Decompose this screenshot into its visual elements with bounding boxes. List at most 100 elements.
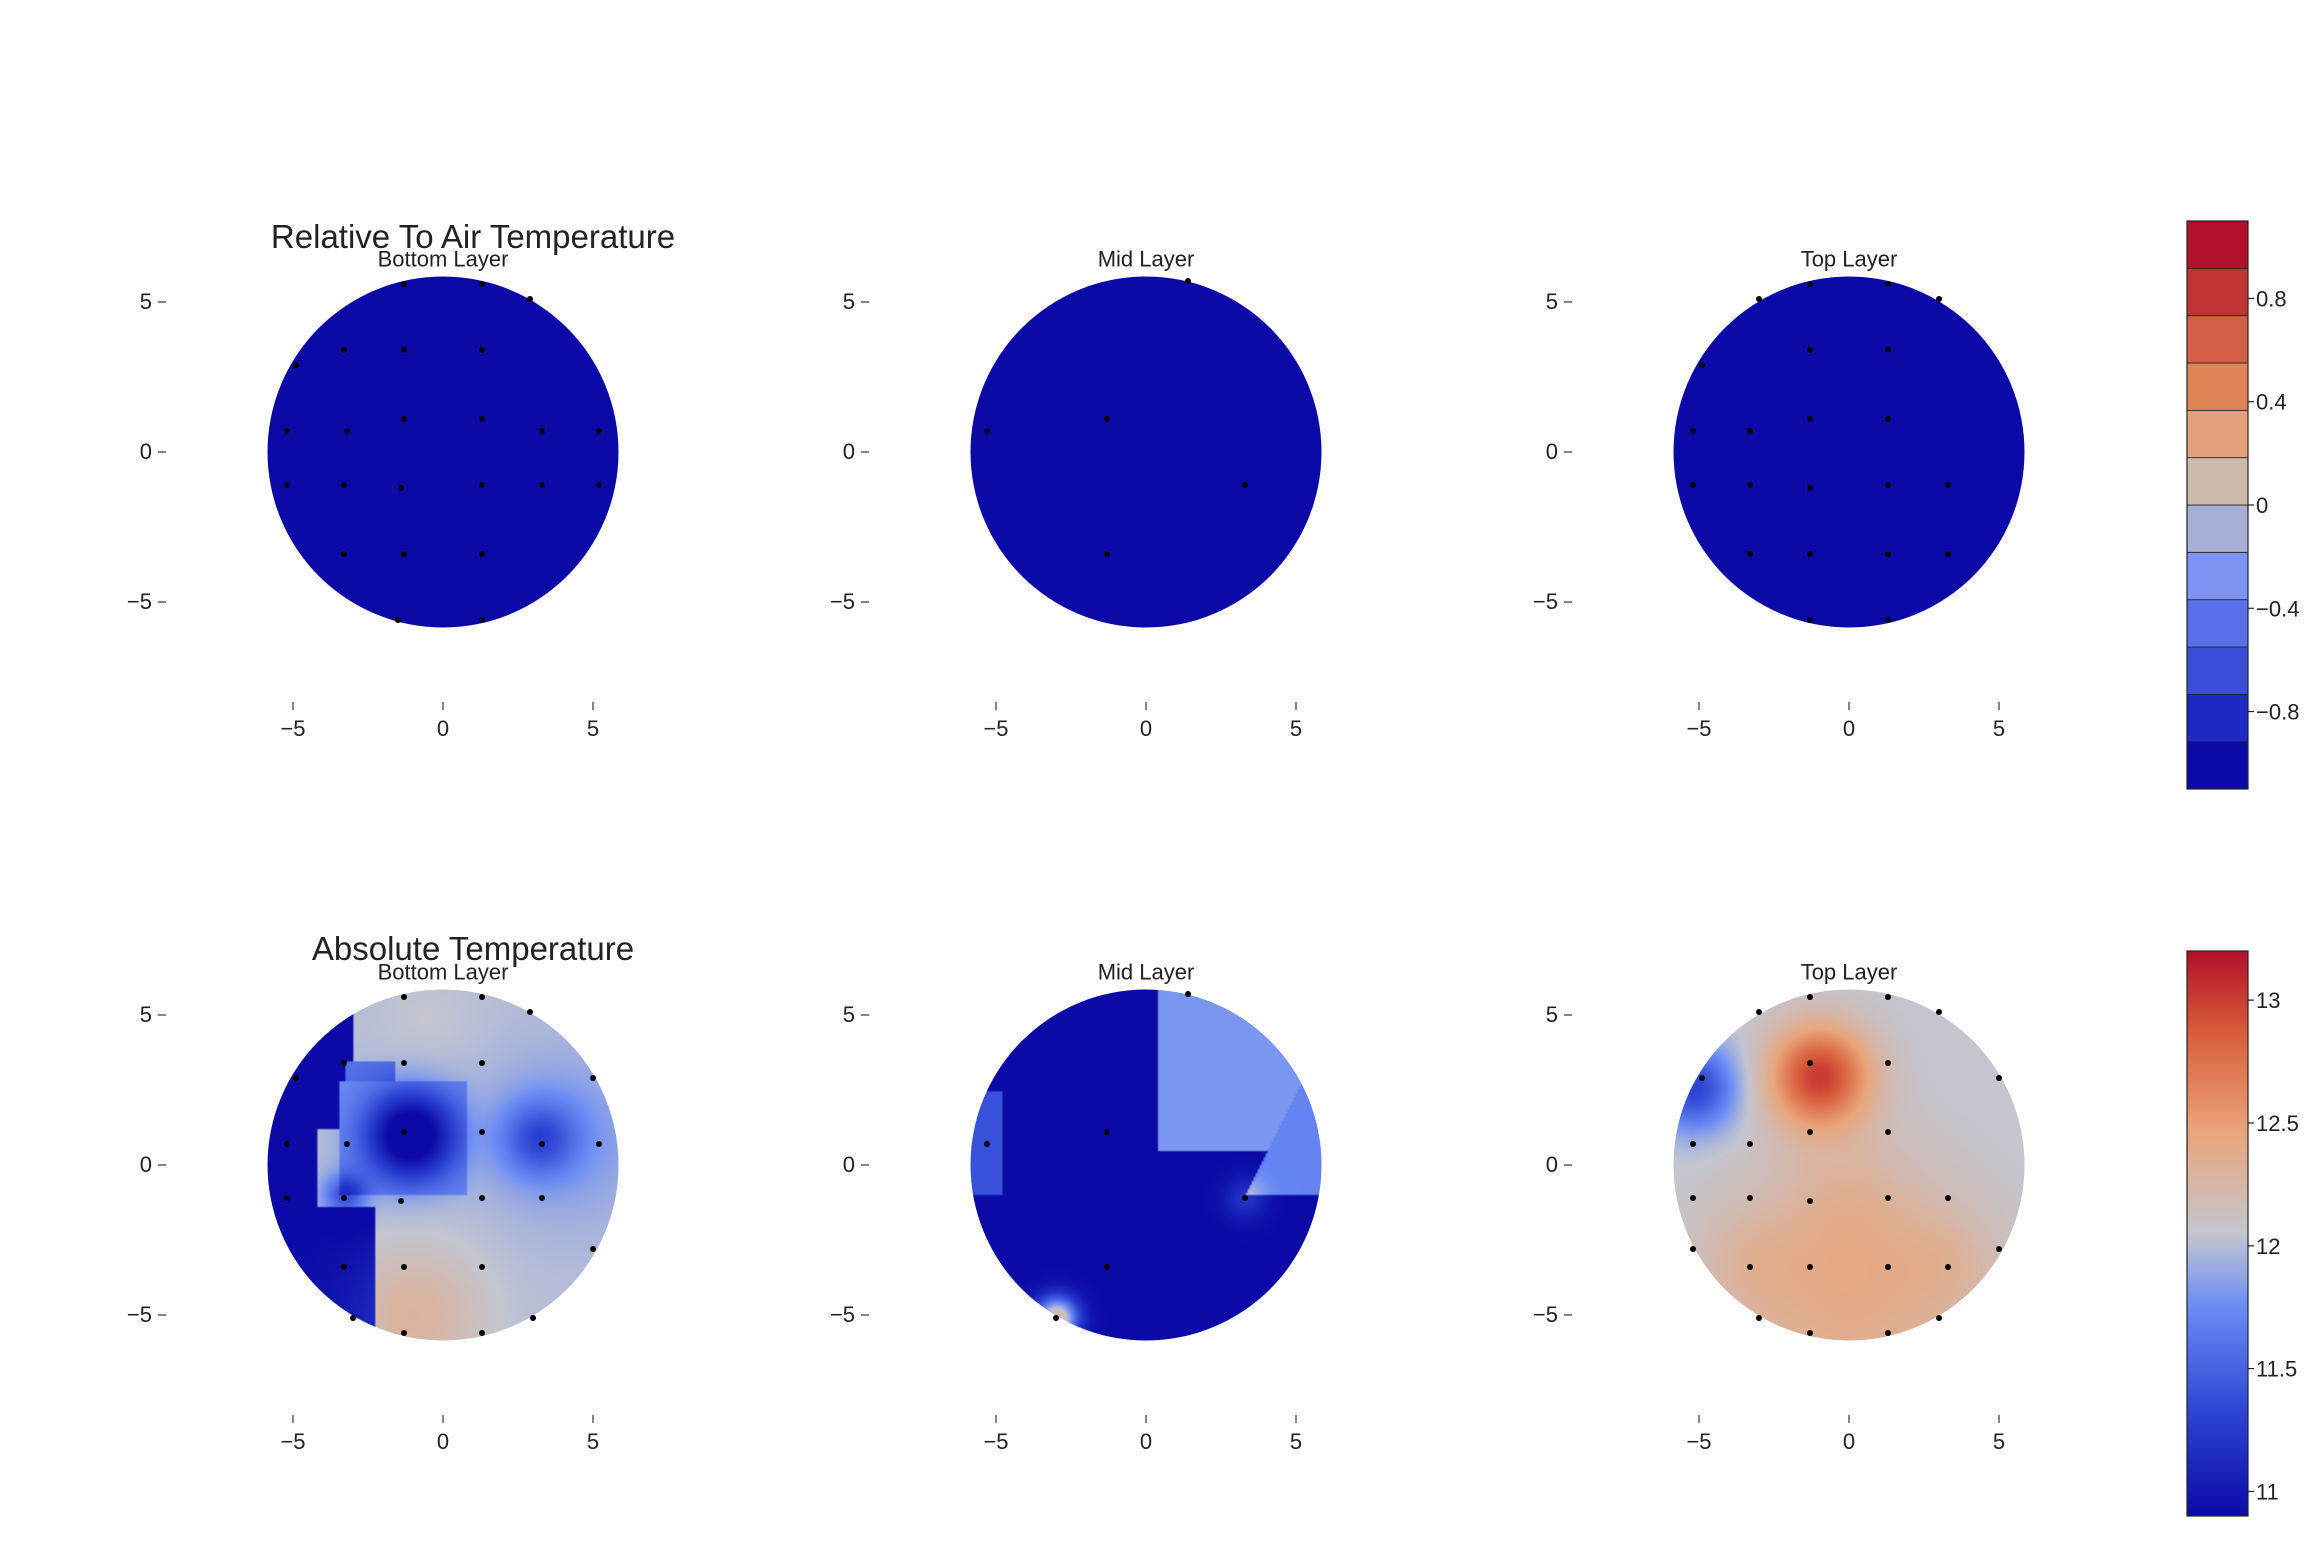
sensor-point — [1936, 1009, 1942, 1015]
sensor-point — [401, 551, 407, 557]
y-tick-label: 0 — [140, 439, 152, 464]
sensor-point — [479, 416, 485, 422]
sensor-point — [1807, 1198, 1813, 1204]
heat-field — [1673, 276, 2025, 628]
row-title-relative: Relative To Air Temperature — [271, 218, 675, 255]
sensor-point — [1747, 1195, 1753, 1201]
sensor-point — [1104, 551, 1110, 557]
y-tick-label: 0 — [843, 439, 855, 464]
panel-0-0: Bottom Layer −5 0 5 −5 0 5 — [127, 247, 619, 741]
sensor-point — [1885, 1129, 1891, 1135]
sensor-point — [479, 1129, 485, 1135]
sensor-point — [1885, 1195, 1891, 1201]
y-tick-label: −5 — [127, 589, 152, 614]
y-tick-label: −5 — [1533, 589, 1558, 614]
sensor-point — [539, 482, 545, 488]
sensor-point — [1885, 482, 1891, 488]
colorbar-tick-label: 11.5 — [2256, 1357, 2297, 1382]
sensor-point — [479, 551, 485, 557]
y-tick-label: 0 — [1546, 439, 1558, 464]
sensor-point — [401, 1129, 407, 1135]
panel-1-1: Mid Layer −5 0 5 −5 0 5 — [830, 960, 1322, 1454]
sensor-point — [341, 347, 347, 353]
sensor-point — [479, 1264, 485, 1270]
x-tick-label: 5 — [587, 1429, 599, 1454]
sensor-point — [527, 296, 533, 302]
sensor-point — [1747, 1264, 1753, 1270]
colorbars: 0.8 0.4 0 −0.4 −0.8 13 12.5 12 11.5 11 — [2186, 220, 2299, 1517]
colorbar-band — [2186, 741, 2249, 790]
sensor-point — [1885, 1330, 1891, 1336]
x-tick-label: −5 — [1686, 1429, 1711, 1454]
sensor-point — [401, 281, 407, 287]
sensor-point — [539, 1195, 545, 1201]
x-tick-label: 0 — [437, 716, 449, 741]
sensor-point — [1747, 428, 1753, 434]
y-tick-label: −5 — [1533, 1302, 1558, 1327]
colorbar-0: 0.8 0.4 0 −0.4 −0.8 — [2186, 220, 2299, 790]
sensor-point — [1807, 617, 1813, 623]
sensor-point — [1756, 1315, 1762, 1321]
sensor-point — [1945, 1195, 1951, 1201]
x-tick-label: −5 — [1686, 716, 1711, 741]
sensor-point — [596, 482, 602, 488]
panel-title: Mid Layer — [1098, 960, 1195, 985]
colorbar-band — [2186, 693, 2249, 743]
sensor-point — [1690, 1141, 1696, 1147]
sensor-point — [1690, 1195, 1696, 1201]
x-tick-label: −5 — [983, 716, 1008, 741]
x-tick-label: 0 — [1140, 1429, 1152, 1454]
colorbar-band — [2186, 362, 2249, 411]
sensor-point — [341, 1195, 347, 1201]
sensor-point — [1945, 1264, 1951, 1270]
colorbar-band — [2186, 457, 2249, 506]
y-tick-label: 5 — [140, 1002, 152, 1027]
sensor-point — [1996, 1075, 2002, 1081]
sensor-point — [479, 482, 485, 488]
x-tick-label: 5 — [1290, 716, 1302, 741]
colorbar-tick-label: 0.4 — [2256, 390, 2287, 415]
colorbar-band — [2186, 220, 2249, 269]
colorbar-tick-label: 13 — [2256, 988, 2280, 1013]
sensor-point — [530, 1315, 536, 1321]
panel-1-0: Bottom Layer −5 0 5 −5 0 5 — [127, 960, 619, 1454]
sensor-point — [1885, 617, 1891, 623]
panel-title: Top Layer — [1801, 247, 1898, 272]
sensor-point — [479, 617, 485, 623]
sensor-point — [1807, 1129, 1813, 1135]
sensor-point — [479, 1330, 485, 1336]
sensor-point — [293, 1075, 299, 1081]
sensor-point — [1699, 362, 1705, 368]
sensor-point — [1242, 1195, 1248, 1201]
y-tick-label: 0 — [1546, 1152, 1558, 1177]
panel-title: Bottom Layer — [378, 960, 509, 985]
sensor-point — [350, 1315, 356, 1321]
sensor-point — [1807, 281, 1813, 287]
sensor-point — [1945, 482, 1951, 488]
sensor-point — [284, 482, 290, 488]
sensor-point — [1807, 485, 1813, 491]
colorbar-tick-label: −0.8 — [2256, 700, 2299, 725]
panel-0-1: Mid Layer −5 0 5 −5 0 5 — [830, 247, 1322, 741]
sensor-point — [596, 428, 602, 434]
heat-field — [267, 276, 619, 628]
y-tick-label: 5 — [1546, 289, 1558, 314]
colorbar-frame — [2186, 950, 2249, 1517]
sensor-point — [1699, 1075, 1705, 1081]
x-tick-label: −5 — [280, 716, 305, 741]
sensor-point — [1756, 1009, 1762, 1015]
panel-title: Top Layer — [1801, 960, 1898, 985]
sensor-point — [401, 1060, 407, 1066]
x-tick-label: 0 — [437, 1429, 449, 1454]
sensor-point — [1807, 347, 1813, 353]
sensor-point — [401, 994, 407, 1000]
sensor-point — [479, 281, 485, 287]
colorbar-band — [2186, 551, 2249, 601]
y-tick-label: 5 — [843, 1002, 855, 1027]
sensor-point — [344, 428, 350, 434]
sensor-point — [479, 1195, 485, 1201]
sensor-point — [590, 1075, 596, 1081]
x-tick-label: −5 — [280, 1429, 305, 1454]
sensor-point — [293, 362, 299, 368]
